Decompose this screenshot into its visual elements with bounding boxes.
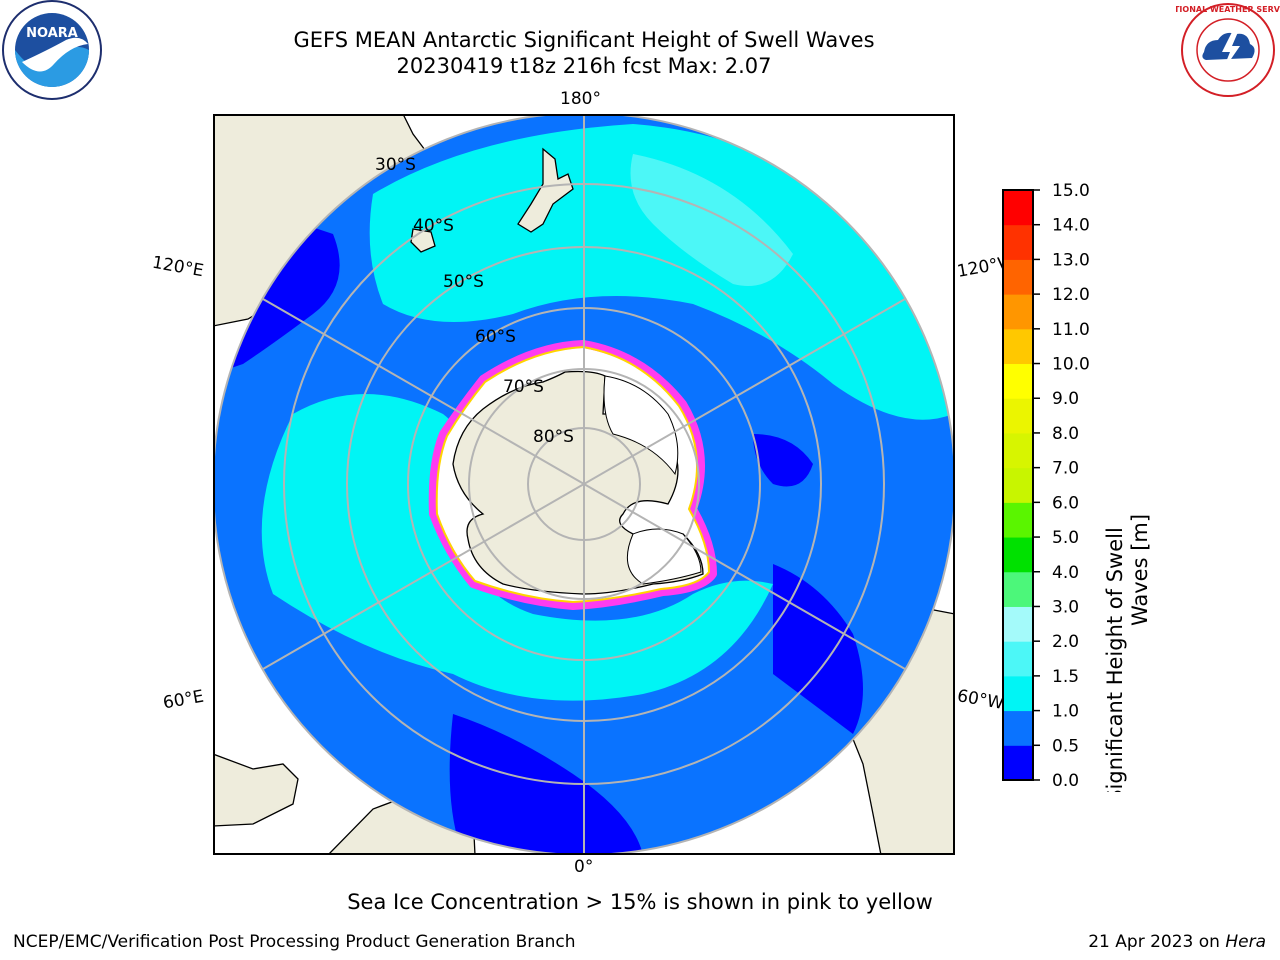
new-zealand-landmass	[517, 147, 574, 233]
swell-band-0-0p5-south	[449, 714, 643, 855]
colorbar-tick-label: 1.5	[1052, 667, 1079, 687]
colorbar-tick-label: 8.0	[1052, 424, 1079, 444]
colorbar-bin	[1003, 537, 1033, 573]
colorbar-tick-label: 3.0	[1052, 597, 1079, 617]
colorbar-label-line1: Significant Height of Swell	[1103, 527, 1127, 792]
lat-label-70s: 70°S	[503, 377, 544, 397]
swell-band-ring	[261, 394, 773, 701]
colorbar-bin	[1003, 398, 1033, 434]
colorbar-bin	[1003, 190, 1033, 226]
colorbar-tick-label: 2.0	[1052, 632, 1079, 652]
lat-label-50s: 50°S	[443, 272, 484, 292]
colorbar-tick-label: 14.0	[1052, 216, 1090, 236]
lat-label-80s: 80°S	[533, 427, 574, 447]
colorbar-tick-label: 6.0	[1052, 493, 1079, 513]
colorbar: 15.0 14.0 13.0 12.0 11.0 10.0 9.0 8.0 7.0 6.0 5.0 4…	[1002, 181, 1152, 792]
colorbar-tick-label: 0.0	[1052, 771, 1079, 791]
colorbar-tick-label: 1.0	[1052, 702, 1079, 722]
colorbar-tick-label: 13.0	[1052, 250, 1090, 270]
colorbar-bin	[1003, 641, 1033, 677]
colorbar-bin	[1003, 571, 1033, 607]
lat-label-30s: 30°S	[375, 155, 416, 175]
swell-band-0-0p5-southwest	[753, 434, 813, 487]
colorbar-bin	[1003, 363, 1033, 399]
colorbar-bin	[1003, 328, 1033, 365]
colorbar-bin	[1003, 675, 1033, 712]
colorbar-ticks: 15.0 14.0 13.0 12.0 11.0 10.0 9.0 8.0 7.0 6.0 5.0 4…	[1033, 181, 1090, 791]
chart-subtitle: 20230419 t18z 216h fcst Max: 2.07	[396, 54, 772, 78]
lat-label-40s: 40°S	[413, 216, 454, 236]
colorbar-tick-label: 12.0	[1052, 285, 1090, 305]
colorbar-tick-label: 15.0	[1052, 181, 1090, 201]
colorbar-bin	[1003, 467, 1033, 503]
noaa-logo: NOARA	[2, 0, 102, 100]
lon-label-lower-left: 60°E	[161, 686, 206, 714]
chart-title: GEFS MEAN Antarctic Significant Height o…	[293, 28, 875, 52]
nws-logo: NATIONAL WEATHER SERVICE	[1176, 3, 1280, 97]
colorbar-tick-label: 10.0	[1052, 355, 1090, 375]
madagascar-landmass	[213, 753, 299, 827]
colorbar-bin	[1003, 745, 1033, 781]
colorbar-bin	[1003, 432, 1033, 469]
colorbar-label-line2: Waves [m]	[1128, 514, 1152, 626]
colorbar-frame	[1002, 189, 1034, 781]
colorbar-bin	[1003, 259, 1033, 295]
colorbar-tick-label: 7.0	[1052, 459, 1079, 479]
colorbar-bin	[1003, 710, 1033, 746]
lon-label-top: 180°	[560, 89, 601, 109]
colorbar-tick-label: 9.0	[1052, 389, 1079, 409]
graticule	[213, 114, 955, 855]
footer-date-text: 21 Apr 2023 on	[1088, 932, 1226, 952]
colorbar-bin	[1003, 502, 1033, 538]
colorbar-tick-label: 5.0	[1052, 528, 1079, 548]
swell-band-1-1p5	[369, 124, 953, 420]
sea-ice-note: Sea Ice Concentration > 15% is shown in …	[347, 890, 933, 914]
antarctic-ice-shelf	[603, 375, 679, 476]
colorbar-bin	[1003, 294, 1033, 330]
noaa-logo-text: NOARA	[26, 26, 78, 41]
colorbar-tick-label: 0.5	[1052, 736, 1079, 756]
nws-logo-ring-text: NATIONAL WEATHER SERVICE	[1176, 5, 1280, 14]
footer-credit: NCEP/EMC/Verification Post Processing Pr…	[13, 932, 576, 952]
footer-machine: Hera	[1225, 932, 1266, 952]
colorbar-bin	[1003, 606, 1033, 642]
map-frame	[213, 114, 955, 855]
colorbar-bin	[1003, 224, 1033, 260]
footer-date: 21 Apr 2023 on Hera	[1088, 932, 1266, 952]
colorbar-tick-label: 11.0	[1052, 320, 1090, 340]
colorbar-tick-label: 4.0	[1052, 563, 1079, 583]
polar-map: 30°S 40°S 50°S 60°S 70°S 80°S	[213, 114, 955, 855]
lon-label-upper-left: 120°E	[150, 252, 206, 282]
lat-label-60s: 60°S	[475, 327, 516, 347]
lon-label-bottom: 0°	[574, 857, 594, 877]
swell-band-1p5-2	[630, 154, 793, 286]
colorbar-bins	[1003, 190, 1033, 781]
